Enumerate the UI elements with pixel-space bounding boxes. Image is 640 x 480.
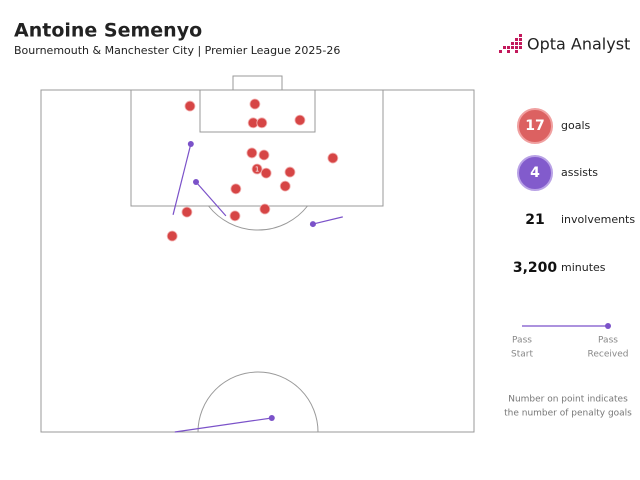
- legend-start: Pass: [512, 336, 532, 346]
- goal: [279, 180, 291, 192]
- goal: [294, 114, 306, 126]
- assist-line: [172, 143, 192, 215]
- stat-value: 4: [530, 165, 540, 181]
- assist-received: [309, 221, 316, 228]
- stat-label: goals: [561, 119, 591, 132]
- goal: [181, 206, 193, 218]
- assist-received: [187, 141, 194, 148]
- goal: [256, 117, 268, 129]
- stat-value: 21: [525, 212, 544, 228]
- assist-line: [312, 216, 343, 225]
- goal: [230, 183, 242, 195]
- goal: [260, 167, 272, 179]
- goal: [249, 98, 261, 110]
- goal: [184, 100, 196, 112]
- goal: [259, 203, 271, 215]
- legend-dot: [605, 323, 611, 329]
- goal: [166, 230, 178, 242]
- stat-badge: [517, 155, 553, 191]
- goal: [258, 149, 270, 161]
- assist-received: [268, 414, 275, 421]
- chart-title: Antoine Semenyo: [14, 20, 202, 42]
- assist-line: [195, 181, 227, 217]
- goal: [327, 152, 339, 164]
- stat-value: 3,200: [513, 260, 558, 276]
- stat-label: minutes: [561, 261, 606, 274]
- brand-name: Opta Analyst: [527, 35, 630, 54]
- note: the number of penalty goals: [504, 409, 632, 419]
- goal: [251, 163, 263, 175]
- pitch: [40, 75, 475, 433]
- chart-subtitle: Bournemouth & Manchester City | Premier …: [14, 44, 340, 57]
- goal: [284, 166, 296, 178]
- legend-received: Received: [588, 350, 629, 360]
- penalty-label: 1: [255, 166, 259, 174]
- stat-label: involvements: [561, 213, 635, 226]
- goal: [229, 210, 241, 222]
- goal: [246, 147, 258, 159]
- assist-line: [174, 417, 272, 433]
- note: Number on point indicates: [508, 395, 628, 405]
- stat-label: assists: [561, 166, 598, 179]
- legend-start: Start: [511, 350, 533, 360]
- stat-value: 17: [525, 118, 544, 134]
- legend-received: Pass: [598, 336, 618, 346]
- stat-badge: [517, 108, 553, 144]
- brand-logo: [499, 34, 522, 53]
- assist-received: [193, 178, 200, 185]
